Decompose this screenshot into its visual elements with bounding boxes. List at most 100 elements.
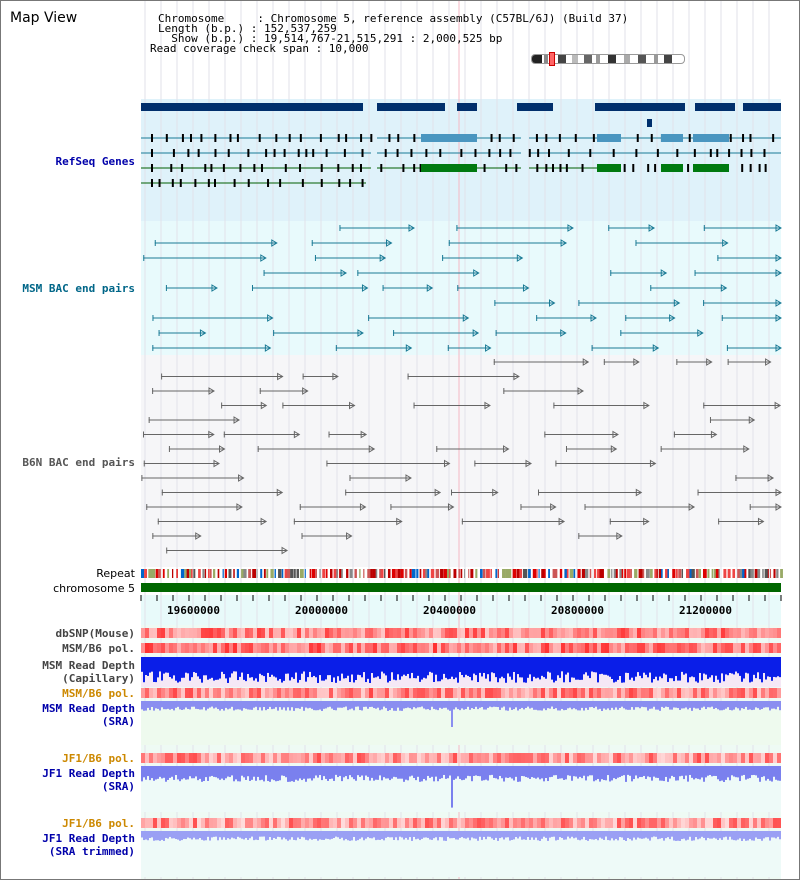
polymorphism-cell: [665, 628, 669, 638]
repeat-element: [464, 569, 466, 578]
read-depth-bar: [719, 766, 721, 782]
read-depth-bar: [301, 766, 303, 781]
read-depth-bar: [731, 766, 733, 776]
polymorphism-cell: [173, 688, 177, 698]
polymorphism-cell: [529, 753, 533, 763]
polymorphism-cell: [365, 753, 369, 763]
read-depth-bar: [555, 657, 557, 681]
read-depth-bar: [641, 701, 643, 707]
repeat-element: [691, 569, 695, 578]
polymorphism-cell: [701, 818, 705, 828]
read-depth-bar: [445, 701, 447, 708]
polymorphism-cell: [309, 628, 313, 638]
track-label-msm-read-depth-capillary[interactable]: MSM Read Depth (Capillary): [42, 659, 135, 685]
polymorphism-cell: [249, 628, 253, 638]
read-depth-bar: [599, 657, 601, 675]
polymorphism-cell: [681, 818, 685, 828]
read-depth-bar: [483, 766, 485, 781]
polymorphism-cell: [641, 643, 645, 653]
read-depth-bar: [489, 831, 491, 837]
read-depth-bar: [219, 701, 221, 711]
track-label-msm-b6-pol[interactable]: MSM/B6 pol.: [62, 642, 135, 655]
polymorphism-cell: [201, 753, 205, 763]
read-depth-bar: [751, 701, 753, 711]
repeat-element: [180, 569, 185, 578]
polymorphism-cell: [445, 628, 449, 638]
polymorphism-cell: [397, 643, 401, 653]
track-label-msm-b6-pol-sra[interactable]: MSM/B6 pol.: [62, 687, 135, 700]
refseq-exon: [397, 134, 400, 142]
msm-bac-pair-end: [154, 240, 156, 246]
refseq-exon: [750, 149, 753, 157]
read-depth-bar: [501, 831, 503, 838]
polymorphism-cell: [257, 628, 261, 638]
read-depth-bar: [275, 657, 277, 678]
track-label-dbsnp[interactable]: dbSNP(Mouse): [55, 627, 135, 640]
polymorphism-cell: [529, 643, 533, 653]
read-depth-bar: [745, 657, 747, 673]
read-depth-bar: [369, 701, 371, 707]
repeat-element: [698, 569, 702, 578]
polymorphism-cell: [445, 818, 449, 828]
track-label-jf1-read-depth-sra-trimmed[interactable]: JF1 Read Depth (SRA trimmed): [42, 832, 135, 858]
msm-bac-pair-end: [386, 239, 393, 247]
read-depth-bar: [769, 657, 771, 677]
read-depth-bar: [367, 766, 369, 777]
polymorphism-cell: [649, 643, 653, 653]
read-depth-bar: [503, 657, 505, 679]
read-depth-bar: [607, 831, 609, 841]
read-depth-bar: [741, 831, 743, 841]
read-depth-bar: [371, 766, 373, 778]
repeat-element: [379, 569, 383, 578]
repeat-element: [581, 569, 586, 578]
polymorphism-cell: [441, 628, 445, 638]
polymorphism-cell: [517, 818, 521, 828]
polymorphism-cell: [373, 628, 377, 638]
chromosome-ideogram[interactable]: [531, 54, 685, 64]
read-depth-bar: [471, 701, 473, 709]
track-label-repeat[interactable]: Repeat: [96, 567, 135, 580]
refseq-exon: [749, 164, 752, 172]
polymorphism-cell: [161, 643, 165, 653]
msm-bac-pair-end: [536, 315, 538, 321]
polymorphism-cell: [541, 753, 545, 763]
polymorphism-cell: [425, 688, 429, 698]
read-depth-bar: [533, 831, 535, 840]
read-depth-bar: [363, 831, 365, 841]
polymorphism-cell: [273, 643, 277, 653]
refseq-exon: [312, 149, 315, 157]
polymorphism-cell: [589, 818, 593, 828]
read-depth-bar: [189, 831, 191, 839]
track-label-msm-bac-end-pairs[interactable]: MSM BAC end pairs: [22, 282, 135, 295]
read-depth-bar: [595, 766, 597, 781]
polymorphism-cell: [465, 628, 469, 638]
track-label-jf1-read-depth-sra[interactable]: JF1 Read Depth (SRA): [42, 767, 135, 793]
read-depth-bar: [403, 831, 405, 840]
track-label-msm-read-depth-sra[interactable]: MSM Read Depth (SRA): [42, 702, 135, 728]
read-depth-bar: [643, 766, 645, 776]
read-depth-bar: [219, 831, 221, 838]
repeat-element: [449, 569, 451, 578]
track-label-jf1-b6-pol-trimmed[interactable]: JF1/B6 pol.: [62, 817, 135, 830]
polymorphism-cell: [237, 753, 241, 763]
polymorphism-cell: [453, 688, 457, 698]
read-depth-bar: [713, 701, 715, 709]
read-depth-bar: [221, 766, 223, 779]
track-label-jf1-b6-pol[interactable]: JF1/B6 pol.: [62, 752, 135, 765]
read-depth-bar: [157, 831, 159, 841]
polymorphism-cell: [521, 818, 525, 828]
read-depth-bar: [697, 831, 699, 840]
polymorphism-cell: [173, 818, 177, 828]
read-depth-bar: [707, 701, 709, 708]
read-depth-bar: [507, 831, 509, 838]
polymorphism-cell: [253, 818, 257, 828]
polymorphism-cell: [681, 688, 685, 698]
track-label-refseq-genes[interactable]: RefSeq Genes: [55, 155, 135, 168]
track-label-b6n-bac-end-pairs[interactable]: B6N BAC end pairs: [22, 456, 135, 469]
msm-bac-pair-end: [357, 329, 364, 337]
read-depth-bar: [483, 701, 485, 710]
read-depth-bar: [747, 766, 749, 779]
polymorphism-cell: [465, 688, 469, 698]
read-depth-bar: [657, 831, 659, 840]
